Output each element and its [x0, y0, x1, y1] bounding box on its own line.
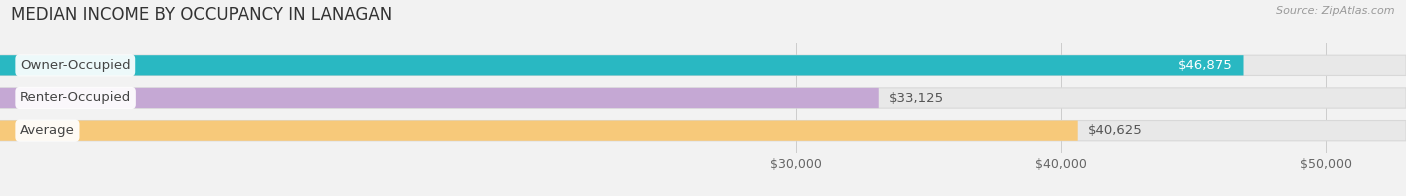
FancyBboxPatch shape [0, 88, 879, 108]
Text: Average: Average [20, 124, 75, 137]
Text: MEDIAN INCOME BY OCCUPANCY IN LANAGAN: MEDIAN INCOME BY OCCUPANCY IN LANAGAN [11, 6, 392, 24]
FancyBboxPatch shape [0, 121, 1078, 141]
Text: Owner-Occupied: Owner-Occupied [20, 59, 131, 72]
FancyBboxPatch shape [0, 55, 1243, 75]
Text: $46,875: $46,875 [1178, 59, 1233, 72]
FancyBboxPatch shape [0, 55, 1406, 75]
Text: $33,125: $33,125 [890, 92, 945, 104]
FancyBboxPatch shape [0, 88, 1406, 108]
Text: Source: ZipAtlas.com: Source: ZipAtlas.com [1277, 6, 1395, 16]
Text: $40,625: $40,625 [1088, 124, 1143, 137]
Text: Renter-Occupied: Renter-Occupied [20, 92, 131, 104]
FancyBboxPatch shape [0, 121, 1406, 141]
